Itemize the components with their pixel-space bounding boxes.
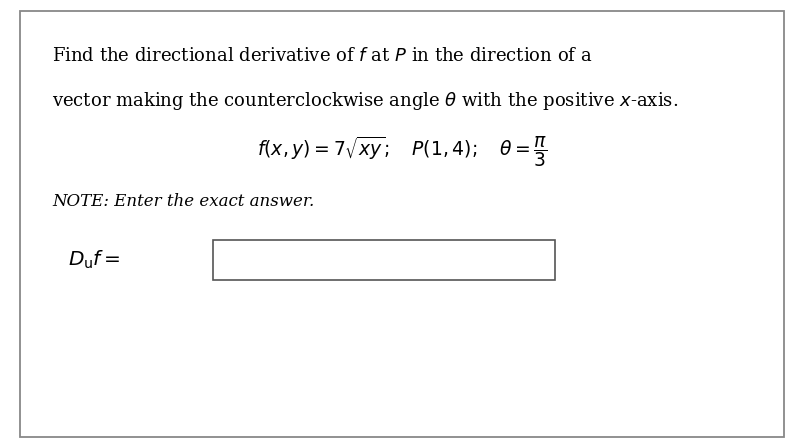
Text: NOTE: Enter the exact answer.: NOTE: Enter the exact answer. (52, 193, 314, 210)
Text: vector making the counterclockwise angle $\theta$ with the positive $x$-axis.: vector making the counterclockwise angle… (52, 90, 678, 112)
FancyBboxPatch shape (213, 240, 554, 280)
Text: $f(x, y) = 7\sqrt{xy};\quad P(1, 4);\quad \theta = \dfrac{\pi}{3}$: $f(x, y) = 7\sqrt{xy};\quad P(1, 4);\qua… (256, 134, 547, 169)
Text: $D_{\mathrm{u}}f = $: $D_{\mathrm{u}}f = $ (68, 249, 121, 271)
Text: Find the directional derivative of $f$ at $P$ in the direction of a: Find the directional derivative of $f$ a… (52, 47, 592, 65)
FancyBboxPatch shape (20, 11, 783, 437)
